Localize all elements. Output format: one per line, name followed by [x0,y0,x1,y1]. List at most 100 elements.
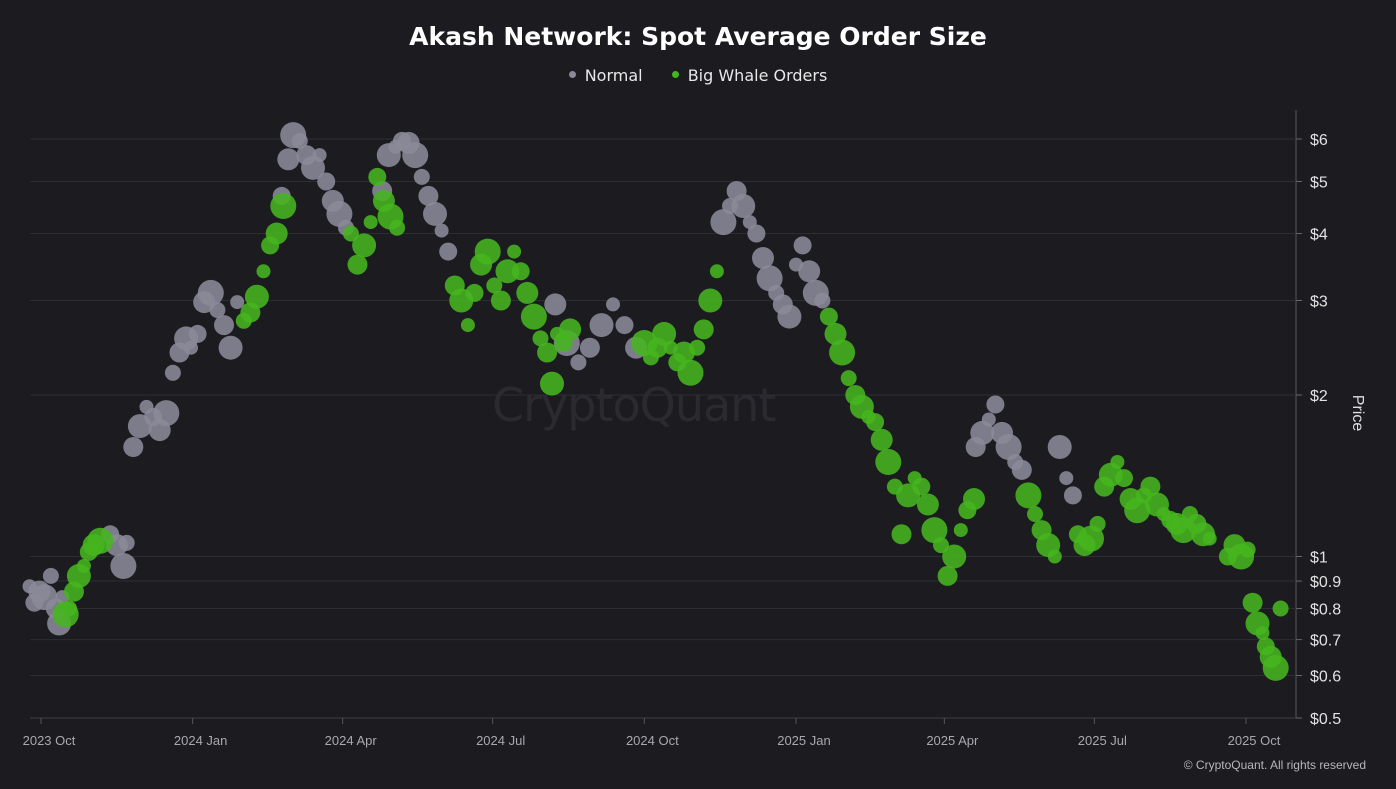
y-tick-label: $2 [1310,388,1328,405]
y-tick-label: $0.9 [1310,574,1341,591]
point-normal [230,295,245,310]
point-normal [164,364,181,381]
point-big-whale-orders [520,303,547,330]
grid-lines [30,110,1297,719]
point-big-whale-orders [866,413,885,432]
point-normal [184,340,198,355]
chart-title: Akash Network: Spot Average Order Size [409,22,987,51]
point-normal [123,437,144,457]
point-big-whale-orders [953,523,968,538]
point-big-whale-orders [942,544,967,569]
point-normal [317,172,336,191]
point-normal [570,354,587,371]
point-big-whale-orders [1115,469,1133,488]
point-normal [188,324,207,343]
point-big-whale-orders [516,281,539,304]
point-big-whale-orders [677,359,704,386]
point-normal [814,292,831,309]
point-big-whale-orders [244,284,269,309]
point-big-whale-orders [921,517,948,544]
point-normal [291,132,308,149]
x-tick-label: 2025 Oct [1228,733,1281,748]
legend-item-big-whale-orders[interactable]: Big Whale Orders [671,66,828,85]
point-normal [1011,459,1032,480]
point-big-whale-orders [1239,541,1256,558]
point-big-whale-orders [1140,476,1161,497]
point-big-whale-orders [875,449,902,475]
legend-label-big-whale-orders: Big Whale Orders [687,66,828,85]
point-big-whale-orders [474,238,501,265]
point-big-whale-orders [540,371,564,396]
x-tick-label: 2025 Apr [926,733,979,748]
point-big-whale-orders [342,225,359,242]
point-big-whale-orders [76,559,91,573]
y-tick-label: $3 [1310,294,1328,311]
point-normal [798,260,821,283]
point-big-whale-orders [819,307,838,326]
point-normal [986,395,1005,414]
point-big-whale-orders [1015,482,1042,509]
point-normal [606,297,620,312]
legend-dot-normal-icon [568,71,576,78]
point-big-whale-orders [87,527,114,554]
point-normal [544,293,567,316]
point-big-whale-orders [465,283,484,302]
y-tick-label: $0.6 [1310,669,1341,686]
point-big-whale-orders [912,477,931,496]
point-normal [218,335,243,360]
point-big-whale-orders [460,318,475,333]
point-big-whale-orders [1078,525,1104,552]
point-normal [1063,486,1082,505]
point-big-whale-orders [256,264,271,279]
point-normal [731,194,756,218]
point-normal [615,316,634,335]
point-big-whale-orders [559,318,582,341]
point-normal [1047,435,1072,459]
x-tick-label: 2024 Jan [174,733,228,748]
point-big-whale-orders [61,600,77,617]
point-big-whale-orders [1124,497,1151,524]
legend: Normal Big Whale Orders [0,66,1396,85]
point-normal [1059,471,1074,486]
point-big-whale-orders [1047,549,1062,564]
point-big-whale-orders [368,167,387,186]
point-big-whale-orders [937,565,958,586]
point-normal [747,224,766,243]
point-big-whale-orders [537,342,558,363]
point-big-whale-orders [270,193,297,219]
point-big-whale-orders [963,488,985,510]
point-big-whale-orders [486,277,503,294]
point-normal [995,434,1022,460]
point-normal [153,400,180,427]
point-normal [214,315,234,336]
point-big-whale-orders [829,339,856,366]
point-big-whale-orders [532,330,549,347]
scatter-points [22,122,1289,681]
point-big-whale-orders [709,264,724,279]
y-tick-label: $0.8 [1310,601,1341,618]
point-normal [777,304,802,329]
y-tick-label: $0.5 [1310,711,1341,728]
point-normal [423,201,447,226]
legend-dot-big-whale-orders-icon [671,71,679,78]
legend-label-normal: Normal [584,66,643,85]
x-tick-label: 2025 Jul [1078,733,1127,748]
point-normal [434,223,449,238]
point-normal [418,185,439,206]
x-tick-label: 2024 Oct [626,733,679,748]
point-big-whale-orders [840,370,857,387]
point-normal [110,553,137,579]
point-big-whale-orders [689,339,706,356]
point-big-whale-orders [652,321,677,346]
point-normal [312,148,327,163]
point-normal [439,242,458,261]
point-big-whale-orders [698,288,723,313]
legend-item-normal[interactable]: Normal [568,66,643,85]
point-big-whale-orders [1027,506,1043,522]
point-big-whale-orders [495,259,520,284]
y-tick-label: $0.7 [1310,633,1341,650]
point-big-whale-orders [1255,626,1270,640]
point-normal [402,142,429,169]
point-big-whale-orders [507,244,522,259]
